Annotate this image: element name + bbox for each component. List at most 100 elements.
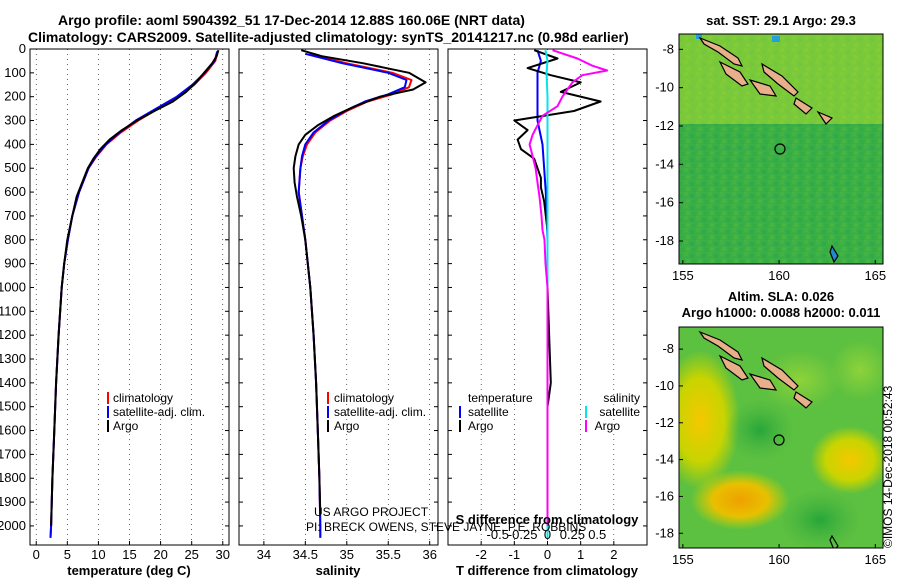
series-line-t-argo xyxy=(513,49,602,526)
depth-tick-label: 900 xyxy=(4,256,26,271)
legend-argo: Argo xyxy=(113,419,139,433)
map-y-tick-label: -16 xyxy=(655,488,674,503)
map-y-tick-label: -10 xyxy=(655,378,674,393)
sst-cool-band xyxy=(679,124,883,264)
legend-salinity-heading: salinity xyxy=(603,391,640,405)
temperature-legend: climatology satellite-adj. clim. Argo xyxy=(107,391,205,433)
map-y-tick-label: -18 xyxy=(655,233,674,248)
map-y-tick-label: -12 xyxy=(655,415,674,430)
map-x-tick-label: 165 xyxy=(864,268,886,283)
difference-xlabel: T difference from climatology xyxy=(456,563,639,578)
sst-map-ticks: 155 160 165 -8 -10 -12 -14 -16 -18 xyxy=(655,41,886,283)
temperature-xlabel: temperature (deg C) xyxy=(67,563,191,578)
map-y-tick-label: -12 xyxy=(655,118,674,133)
profile-lines xyxy=(49,49,609,538)
depth-tick-label: 1600 xyxy=(0,423,26,438)
project-annotation-line2: PI: BRECK OWENS, STEVE JAYNE, P.E. ROBBI… xyxy=(306,520,586,534)
sla-anomaly xyxy=(780,490,860,548)
sla-map-ticks: 155 160 165 -8 -10 -12 -14 -16 -18 xyxy=(655,341,886,567)
map-y-tick-label: -18 xyxy=(655,525,674,540)
legend-satellite: satellite-adj. clim. xyxy=(334,405,426,419)
x-tick-label-top: 0.25 xyxy=(560,527,585,542)
depth-tick-label: 2000 xyxy=(0,518,26,533)
depth-tick-label: 1500 xyxy=(0,399,26,414)
x-tick-label: 10 xyxy=(91,547,105,562)
depth-tick-label: 300 xyxy=(4,113,26,128)
series-line-s-argo xyxy=(528,49,609,526)
series-line-argo xyxy=(50,49,220,526)
map-y-tick-label: -8 xyxy=(662,341,674,356)
map-y-tick-label: -8 xyxy=(662,41,674,56)
depth-tick-label: 1200 xyxy=(0,327,26,342)
legend-argo: Argo xyxy=(334,419,360,433)
chart-title-line2: Climatology: CARS2009. Satellite-adjuste… xyxy=(28,29,629,45)
depth-tick-label: 700 xyxy=(4,208,26,223)
salinity-xlabel: salinity xyxy=(316,563,362,578)
sst-patch xyxy=(696,34,702,39)
sla-anomaly xyxy=(760,350,840,410)
x-tick-label: 1 xyxy=(577,547,584,562)
depth-tick-label: 600 xyxy=(4,184,26,199)
project-annotation-line1: US ARGO PROJECT xyxy=(314,505,429,519)
sla-map-title: Altim. SLA: 0.026 xyxy=(728,289,834,304)
series-line-climatology xyxy=(49,51,219,538)
x-tick-label: 20 xyxy=(153,547,167,562)
depth-tick-label: 500 xyxy=(4,160,26,175)
x-tick-label: 15 xyxy=(122,547,136,562)
temperature-panel xyxy=(29,48,230,546)
sla-map-subtitle: Argo h1000: 0.0088 h2000: 0.011 xyxy=(682,305,881,320)
x-tick-label: 35.5 xyxy=(376,547,401,562)
series-line-argo xyxy=(292,49,427,515)
temperature-x-axis: 0 5 10 15 20 25 30 xyxy=(33,541,230,562)
x-tick-label-top: 0.5 xyxy=(588,527,606,542)
sla-map xyxy=(679,327,883,548)
depth-tick-label: 1700 xyxy=(0,446,26,461)
depth-tick-label: 1300 xyxy=(0,351,26,366)
map-x-tick-label: 165 xyxy=(864,552,886,567)
legend-climatology: climatology xyxy=(334,391,394,405)
x-tick-label: 25 xyxy=(184,547,198,562)
x-tick-label: 36 xyxy=(422,547,436,562)
depth-axis: 0 100 200 300 400 500 600 700 800 900 1000 1100 1200… xyxy=(0,41,647,533)
sla-anomaly xyxy=(810,426,883,494)
x-tick-label-top: -0.5 xyxy=(487,527,509,542)
imos-timestamp: ©IMOS 14-Dec-2018 00:52:43 xyxy=(881,385,895,548)
sst-map-title: sat. SST: 29.1 Argo: 29.3 xyxy=(706,13,856,28)
x-tick-label: 34.5 xyxy=(293,547,318,562)
depth-tick-label: 1900 xyxy=(0,494,26,509)
x-tick-label: 30 xyxy=(216,547,230,562)
sla-anomaly xyxy=(726,400,794,460)
difference-legend: temperature satellite Argo salinity sate… xyxy=(459,391,640,433)
solomon-islands-land xyxy=(698,36,839,264)
x-tick-label: 2 xyxy=(610,547,617,562)
map-y-tick-label: -16 xyxy=(655,195,674,210)
depth-tick-label: 800 xyxy=(4,232,26,247)
depth-tick-label: 1000 xyxy=(0,279,26,294)
x-tick-label: 0 xyxy=(33,547,40,562)
x-tick-label-top: -0.25 xyxy=(508,527,538,542)
sla-anomaly xyxy=(679,350,740,490)
x-tick-label: 0 xyxy=(544,547,551,562)
depth-tick-label: 1100 xyxy=(0,303,26,318)
depth-tick-label: 200 xyxy=(4,89,26,104)
x-tick-label: 34 xyxy=(257,547,271,562)
map-x-tick-label: 160 xyxy=(768,268,790,283)
difference-xlabel-top: S difference from climatology xyxy=(456,512,640,527)
legend-satellite: satellite-adj. clim. xyxy=(113,405,205,419)
sla-map-frame xyxy=(678,326,884,549)
legend-s-argo: Argo xyxy=(595,419,621,433)
chart-title-line1: Argo profile: aoml 5904392_51 17-Dec-201… xyxy=(58,12,525,28)
x-tick-label: -1 xyxy=(509,547,521,562)
legend-t-argo: Argo xyxy=(468,419,494,433)
legend-s-satellite: satellite xyxy=(599,405,640,419)
legend-t-satellite: satellite xyxy=(468,405,509,419)
argo-location-marker xyxy=(773,434,785,446)
legend-climatology: climatology xyxy=(113,391,173,405)
sst-patch xyxy=(772,36,780,42)
salinity-x-axis: 34 34.5 35 35.5 36 xyxy=(257,541,437,562)
argo-location-marker xyxy=(774,143,786,155)
map-y-tick-label: -14 xyxy=(655,156,674,171)
salinity-legend: climatology satellite-adj. clim. Argo xyxy=(327,391,426,433)
salinity-panel xyxy=(238,48,439,546)
